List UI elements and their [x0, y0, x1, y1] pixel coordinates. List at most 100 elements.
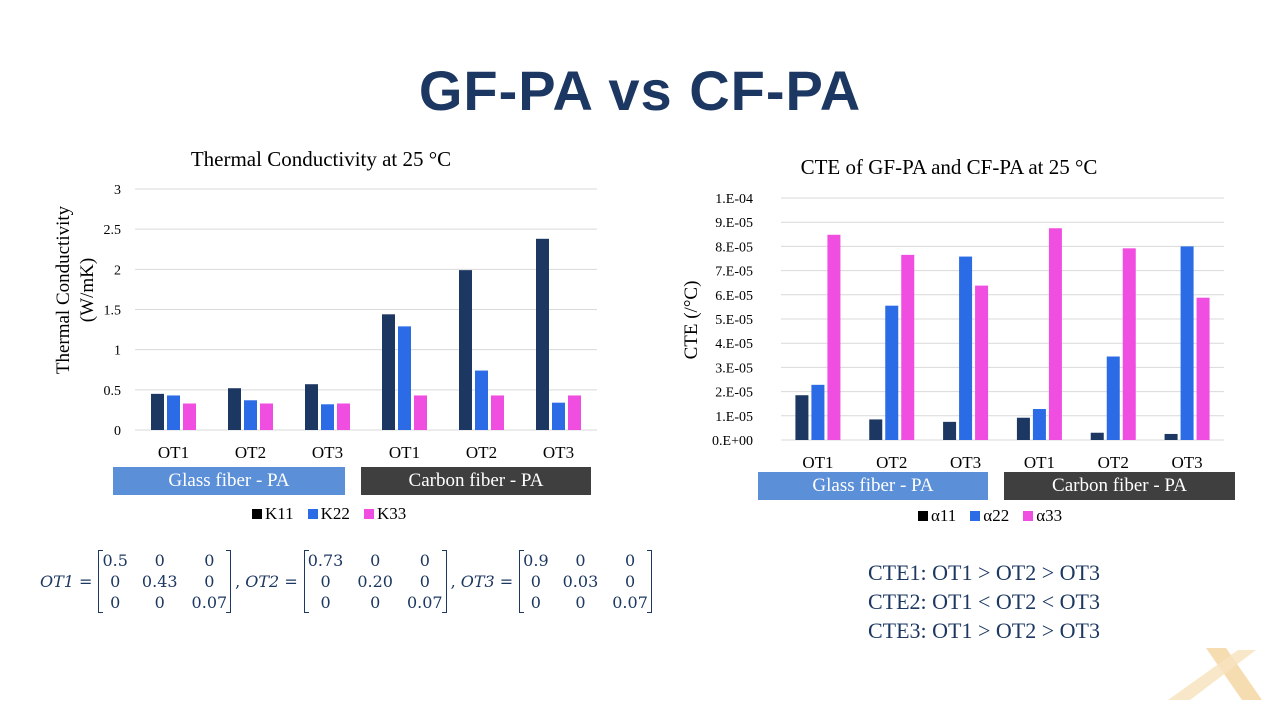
bar-k11 — [536, 238, 549, 430]
x-tick-label: OT2 — [466, 443, 497, 462]
x-tick-label: OT1 — [802, 453, 833, 470]
thermal-conductivity-chart: Thermal Conductivity at 25 °C 0 0.5 1 1.5 2 2… — [53, 147, 597, 462]
matrix-cell: 0 — [320, 593, 331, 612]
y-axis-label-line2: (W/mK) — [77, 258, 98, 322]
legend-item-k11: K11 — [252, 504, 294, 524]
legend-swatch — [307, 509, 318, 519]
matrix-cell: 0.5 — [102, 551, 128, 570]
legend-label: K33 — [376, 504, 407, 523]
matrix-cell: 0.73 — [307, 551, 344, 570]
y-tick-label: 1.E-05 — [715, 410, 753, 425]
y-tick-label: 1.5 — [104, 304, 122, 319]
bar-k22 — [398, 326, 411, 430]
bar-α11 — [1164, 433, 1178, 440]
matrix-cell: 0 — [624, 572, 636, 591]
bar-k33 — [414, 395, 427, 430]
x-tick-label: OT3 — [543, 443, 574, 462]
group-band-carbon-fiber: Carbon fiber - PA — [1004, 472, 1235, 500]
matrix-label: OT2 = — [245, 572, 298, 591]
x-tick-label: OT3 — [1171, 453, 1202, 470]
matrix-label: OT1 = — [40, 572, 93, 591]
bar-α22 — [1106, 356, 1120, 440]
y-tick-label: 7.E-05 — [715, 265, 753, 280]
bar-k11 — [382, 314, 395, 430]
matrix-cell: 0 — [419, 551, 430, 570]
chart-legend: K11 K22 K33 — [252, 504, 406, 524]
matrix-cell: 0 — [530, 593, 541, 612]
x-logo-icon — [1168, 648, 1262, 700]
bar-α33 — [1048, 228, 1062, 440]
matrix-cell: 0 — [370, 551, 381, 570]
matrix-cell: 0 — [154, 593, 165, 612]
cte-chart: CTE of GF-PA and CF-PA at 25 °C 0.E+00 1.… — [681, 155, 1224, 470]
chart-title: CTE of GF-PA and CF-PA at 25 °C — [801, 155, 1098, 179]
bar-α22 — [959, 256, 973, 440]
matrix-cell: 0 — [110, 572, 121, 591]
matrix-cell: 0 — [154, 551, 165, 570]
bar-k22 — [321, 404, 334, 430]
x-tick-label: OT3 — [312, 443, 343, 462]
cte-relation-2: CTE2: OT1 < OT2 < OT3 — [868, 589, 1100, 614]
gridlines — [781, 197, 1224, 441]
legend-label: K11 — [265, 504, 294, 523]
y-tick-label: 8.E-05 — [715, 240, 753, 255]
matrix-cell: 0 — [530, 572, 541, 591]
y-axis-label-line1: Thermal Conductivity — [53, 205, 74, 374]
y-tick-label: 0 — [114, 424, 121, 439]
group-band-carbon-fiber: Carbon fiber - PA — [361, 467, 591, 495]
matrix-cell: 0 — [419, 572, 430, 591]
chart-legend: α11 α22 α33 — [918, 506, 1062, 526]
legend-label: α22 — [983, 506, 1010, 525]
matrix-separator: , — [235, 572, 241, 591]
y-tick-label: 9.E-05 — [715, 216, 753, 231]
matrix-cell: 0 — [110, 593, 121, 612]
y-tick-label: 2.E-05 — [715, 386, 753, 401]
legend-item-k22: K22 — [307, 504, 350, 524]
legend-swatch — [252, 509, 262, 519]
bar-k11 — [228, 388, 241, 430]
matrix-cell: 0 — [575, 551, 586, 570]
matrix-cell: 0.07 — [406, 593, 443, 612]
y-tick-label: 1 — [114, 344, 121, 359]
cte-relation-3: CTE3: OT1 > OT2 > OT3 — [868, 618, 1100, 643]
bar-k33 — [337, 403, 350, 430]
bar-α22 — [885, 305, 899, 440]
bar-α22 — [1032, 409, 1046, 440]
matrix-cell: 0.20 — [357, 572, 393, 591]
bar-α22 — [1180, 246, 1194, 440]
matrix-cell: 0 — [320, 572, 331, 591]
matrix-cell: 0 — [370, 593, 381, 612]
matrix-cell: 0.07 — [612, 593, 648, 612]
bar-k33 — [183, 403, 196, 430]
bar-α11 — [869, 419, 883, 440]
matrix-cell: 0 — [624, 551, 636, 570]
cte-relations: CTE1: OT1 > OT2 > OT3 CTE2: OT1 < OT2 < … — [868, 558, 1100, 645]
x-tick-label: OT2 — [235, 443, 266, 462]
matrix-ot1: 0.5 0 0 0 0.43 0 0 0 0.07 — [98, 550, 232, 613]
matrix-separator: , — [450, 572, 456, 591]
bar-k22 — [167, 395, 180, 430]
bars — [795, 228, 1210, 440]
x-tick-label: OT1 — [389, 443, 420, 462]
bars — [151, 238, 581, 430]
group-band-glass-fiber: Glass fiber - PA — [113, 467, 345, 495]
legend-item-alpha11: α11 — [918, 506, 956, 526]
y-tick-label: 3 — [114, 183, 121, 198]
legend-label: α11 — [931, 506, 957, 525]
bar-k11 — [459, 270, 472, 430]
legend-item-alpha22: α22 — [970, 506, 1009, 526]
y-tick-labels: 0.E+00 1.E-05 2.E-05 3.E-05 4.E-05 5.E-05 6.E-… — [712, 192, 753, 449]
matrix-cell: 0.03 — [562, 572, 599, 591]
bar-k33 — [491, 395, 504, 430]
cte-relation-1: CTE1: OT1 > OT2 > OT3 — [868, 560, 1100, 585]
matrix-cell: 0 — [204, 572, 215, 591]
x-tick-label: OT2 — [1098, 453, 1129, 470]
x-tick-label: OT3 — [950, 453, 981, 470]
matrix-cell: 0.43 — [141, 572, 178, 591]
y-axis-label: CTE (/°C) — [681, 281, 702, 360]
y-tick-label: 2.5 — [104, 223, 122, 238]
bar-k11 — [305, 384, 318, 430]
bar-k33 — [260, 403, 273, 430]
matrix-cell: 0.07 — [191, 593, 228, 612]
bar-α11 — [795, 395, 809, 440]
